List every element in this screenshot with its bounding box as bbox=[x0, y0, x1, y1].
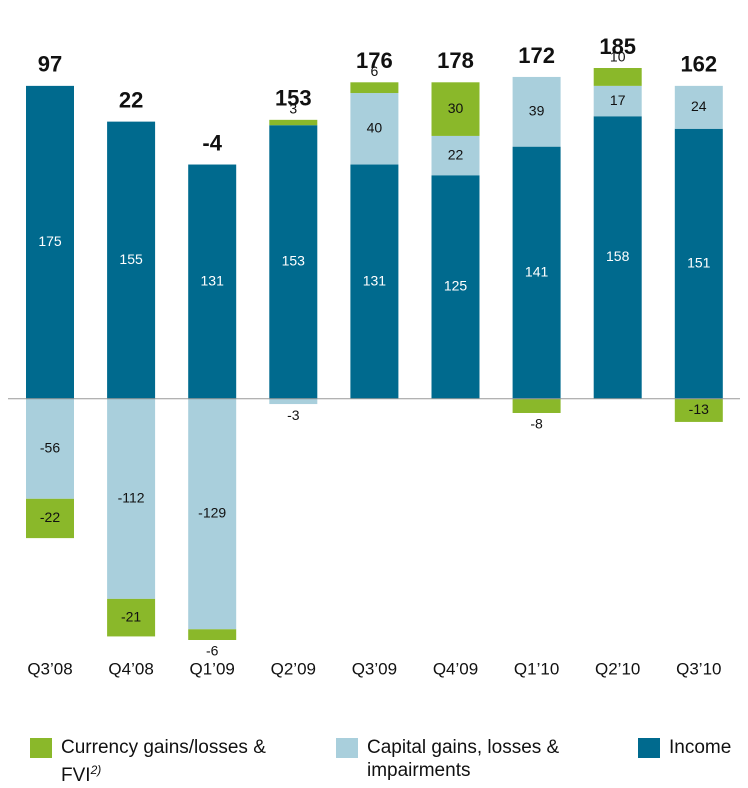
bar-segment bbox=[107, 121, 156, 399]
bar-segment bbox=[107, 598, 156, 637]
segment-label: 40 bbox=[367, 119, 383, 135]
x-tick-label: Q1’09 bbox=[190, 659, 235, 678]
x-tick-label: Q2’10 bbox=[595, 659, 640, 678]
x-tick-label: Q1’10 bbox=[514, 659, 559, 678]
x-tick-label: Q4’09 bbox=[433, 659, 478, 678]
legend-swatch bbox=[638, 738, 660, 758]
segment-label: 39 bbox=[529, 102, 545, 118]
segment-label: 151 bbox=[687, 254, 711, 270]
x-tick-label: Q3’09 bbox=[352, 659, 397, 678]
segment-label: 153 bbox=[282, 253, 306, 269]
segment-label: 131 bbox=[363, 272, 387, 288]
segment-label: -129 bbox=[198, 505, 226, 521]
segment-label: 158 bbox=[606, 248, 630, 264]
segment-label: 24 bbox=[691, 98, 707, 114]
segment-label: 6 bbox=[371, 63, 379, 79]
total-label: 162 bbox=[680, 52, 717, 77]
bar-segment bbox=[674, 398, 723, 422]
x-tick-label: Q3’08 bbox=[27, 659, 72, 678]
bar-segment bbox=[188, 164, 237, 399]
segment-label: 125 bbox=[444, 278, 468, 294]
bar-segment bbox=[674, 128, 723, 399]
legend-text: Capital gains, losses & impairments bbox=[367, 736, 592, 782]
bar-segment bbox=[26, 398, 74, 499]
bar-segment bbox=[431, 175, 480, 399]
legend-item: Income bbox=[638, 736, 748, 759]
bar-segment bbox=[188, 398, 237, 630]
bar-segment bbox=[26, 85, 74, 399]
bar-segment bbox=[350, 164, 399, 399]
bar-segment bbox=[593, 116, 642, 399]
segment-label: 141 bbox=[525, 263, 549, 279]
legend-swatch bbox=[336, 738, 358, 758]
legend-item: Currency gains/losses & FVI2) bbox=[30, 736, 286, 787]
bar-segment bbox=[512, 76, 561, 147]
bar-segment bbox=[431, 135, 480, 176]
x-tick-label: Q2’09 bbox=[271, 659, 316, 678]
bar-segment bbox=[269, 125, 318, 399]
x-tick-label: Q4’08 bbox=[108, 659, 153, 678]
segment-label: 3 bbox=[289, 101, 297, 117]
legend-item: Capital gains, losses & impairments bbox=[336, 736, 592, 782]
segment-label: -6 bbox=[206, 643, 219, 659]
total-label: 97 bbox=[38, 52, 62, 77]
total-label: 172 bbox=[518, 43, 555, 68]
segment-label: -13 bbox=[689, 401, 709, 417]
bar-segment bbox=[188, 629, 237, 640]
x-tick-label: Q3’10 bbox=[676, 659, 721, 678]
bar-segment bbox=[512, 398, 561, 413]
segment-label: 22 bbox=[448, 146, 464, 162]
bar-segment bbox=[593, 68, 642, 86]
total-label: 185 bbox=[599, 34, 636, 59]
bar-segment bbox=[26, 498, 74, 539]
bar-segment bbox=[674, 85, 723, 129]
segment-label: -56 bbox=[40, 439, 60, 455]
segment-label: -112 bbox=[118, 489, 145, 505]
segment-label: 30 bbox=[448, 100, 464, 116]
legend-label: Capital gains, losses & impairments bbox=[367, 737, 560, 781]
segment-label: 131 bbox=[201, 272, 225, 288]
bar-segment bbox=[593, 85, 642, 117]
segment-label: 155 bbox=[119, 251, 143, 267]
legend-swatch bbox=[30, 738, 52, 758]
legend-text: Income bbox=[669, 736, 748, 759]
total-label: 153 bbox=[275, 86, 312, 111]
segment-label: -22 bbox=[40, 509, 60, 525]
bar-segment bbox=[350, 93, 399, 165]
bar-segment bbox=[431, 82, 480, 136]
bar-segment bbox=[350, 82, 399, 94]
total-label: 178 bbox=[437, 48, 474, 73]
legend-footnote: 2) bbox=[90, 763, 102, 777]
total-label: 22 bbox=[119, 87, 143, 112]
legend-text: Currency gains/losses & FVI2) bbox=[61, 736, 286, 787]
bar-segment bbox=[269, 119, 318, 126]
segment-label: 17 bbox=[610, 92, 626, 108]
segment-label: 175 bbox=[38, 233, 62, 249]
segment-label: -21 bbox=[121, 608, 141, 624]
total-label: -4 bbox=[202, 130, 222, 155]
segment-label: 10 bbox=[610, 49, 626, 65]
segment-label: -3 bbox=[287, 407, 300, 423]
legend-label: Currency gains/losses & FVI bbox=[61, 737, 266, 786]
bar-segment bbox=[512, 146, 561, 399]
total-label: 176 bbox=[356, 48, 393, 73]
segment-label: -8 bbox=[530, 416, 543, 432]
bar-segment bbox=[107, 398, 156, 599]
legend-label: Income bbox=[669, 737, 732, 758]
bar-segment bbox=[269, 398, 318, 405]
